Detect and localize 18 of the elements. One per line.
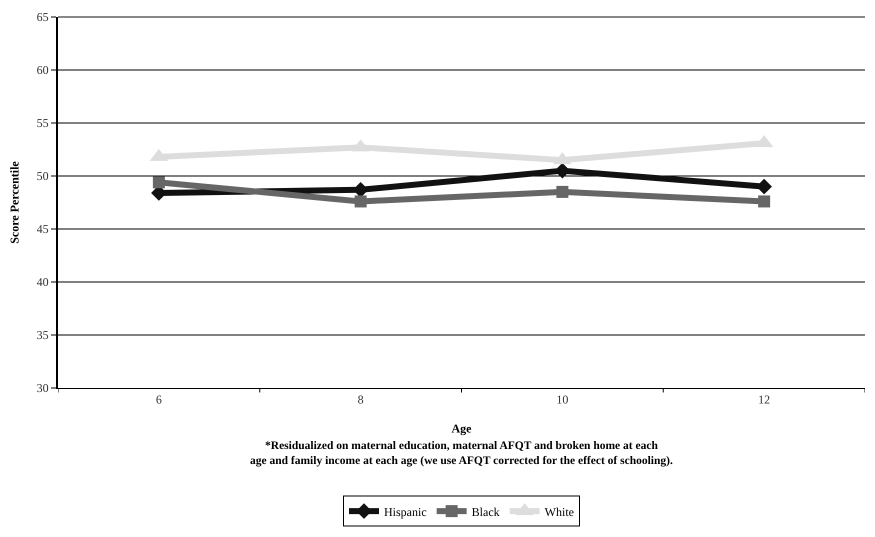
legend-label: White — [544, 504, 574, 519]
x-axis-title: Age — [452, 421, 472, 436]
x-tick-label: 10 — [556, 392, 568, 406]
y-tick-label: 40 — [36, 275, 49, 290]
y-tick-label: 35 — [36, 328, 49, 342]
y-axis-title: Score Percentile — [7, 160, 22, 244]
y-tick-label: 50 — [36, 169, 49, 184]
x-tick-label: 8 — [358, 392, 364, 406]
y-tick-label: 65 — [36, 10, 49, 24]
x-tick-label: 6 — [156, 392, 162, 406]
y-tick-label: 55 — [36, 116, 49, 130]
legend-label: Black — [472, 504, 500, 519]
legend-label: Hispanic — [384, 504, 427, 519]
y-tick-label: 30 — [36, 381, 49, 396]
x-tick-label: 12 — [758, 392, 770, 406]
y-tick-label: 60 — [36, 63, 49, 78]
text: *Residualized on maternal education, maternal AFQT and broken home at each age and family income at each age (we use AFQT corrected for the effect of schooling). — [250, 440, 673, 467]
y-tick-label: 45 — [36, 222, 49, 236]
